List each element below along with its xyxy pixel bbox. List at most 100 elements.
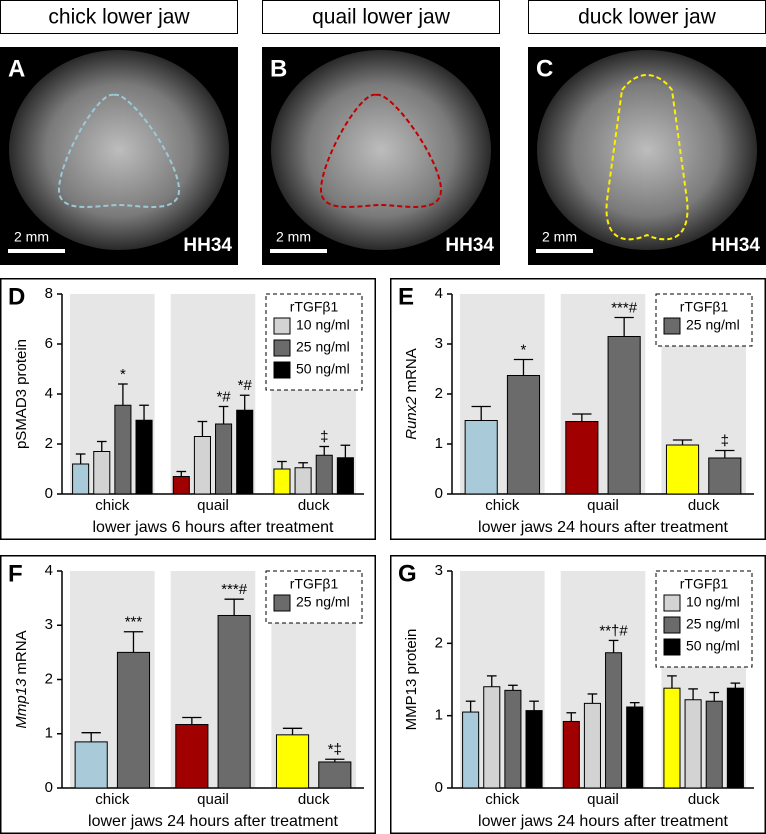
significance: *	[521, 341, 527, 358]
header: chick lower jaw	[48, 6, 190, 29]
y-tick-label: 1	[435, 707, 443, 724]
legend-label: 10 ng/ml	[686, 594, 740, 610]
y-tick-label: 0	[45, 779, 53, 796]
legend-label: 25 ng/ml	[296, 339, 350, 355]
bar	[215, 423, 233, 495]
outline	[57, 93, 181, 208]
legend-swatch	[663, 616, 681, 634]
bar	[726, 687, 744, 789]
scale-text: 2 mm	[542, 229, 577, 245]
y-tick-label: 1	[435, 435, 443, 452]
y-tick-label: 0	[435, 779, 443, 796]
x-tick-label: chick	[485, 791, 520, 808]
legend-title: rTGFβ1	[290, 576, 339, 592]
bar	[506, 375, 541, 495]
significance: ‡	[320, 428, 328, 445]
header: duck lower jaw	[578, 6, 717, 29]
bar	[275, 734, 310, 789]
legend-label: 25 ng/ml	[686, 616, 740, 632]
stage: HH34	[445, 235, 494, 256]
x-tick-label: duck	[688, 497, 720, 514]
significance: ***	[125, 614, 143, 631]
legend-label: 50 ng/ml	[296, 361, 350, 377]
bar	[663, 687, 681, 789]
y-tick-label: 2	[435, 385, 443, 402]
y-axis-label: pSMAD3 protein	[13, 339, 30, 449]
bar	[193, 436, 211, 495]
x-tick-label: quail	[197, 791, 229, 808]
y-tick-label: 3	[435, 335, 443, 352]
outline	[319, 93, 443, 208]
panel-letter: D	[8, 283, 25, 310]
y-tick-label: 2	[45, 435, 53, 452]
legend-swatch	[663, 638, 681, 656]
photo-specimen	[271, 50, 491, 250]
bar	[504, 689, 522, 789]
bar	[705, 700, 723, 789]
legend-swatch	[273, 594, 291, 612]
legend-label: 10 ng/ml	[296, 317, 350, 333]
legend-label: 25 ng/ml	[296, 594, 350, 610]
bar	[135, 419, 153, 495]
panel-letter: A	[8, 55, 25, 82]
y-axis-label-gene: Mmp13	[13, 678, 30, 729]
y-tick-label: 3	[45, 616, 53, 633]
y-tick-label: 1	[45, 725, 53, 742]
bar	[684, 699, 702, 789]
bar	[665, 444, 700, 495]
x-tick-label: duck	[688, 791, 720, 808]
panel-letter: B	[270, 55, 287, 82]
y-axis-label-unit: mRNA	[403, 348, 420, 392]
bar	[217, 614, 251, 789]
bar	[273, 468, 291, 495]
bar	[605, 652, 623, 789]
x-tick-label: chick	[95, 791, 130, 808]
scale-text: 2 mm	[14, 229, 49, 245]
significance: *#	[216, 388, 231, 405]
bar	[525, 710, 543, 789]
bar	[93, 451, 111, 495]
bar	[708, 457, 742, 495]
x-axis-label: lower jaws 24 hours after treatment	[88, 813, 338, 830]
x-tick-label: duck	[298, 497, 330, 514]
y-tick-label: 2	[435, 634, 443, 651]
bar	[114, 404, 132, 495]
bar	[583, 702, 601, 789]
x-tick-label: quail	[587, 791, 619, 808]
y-axis-label: Mmp13 mRNA	[13, 630, 30, 728]
bar	[172, 476, 190, 495]
bar	[236, 409, 254, 495]
bar	[74, 741, 108, 789]
y-tick-label: 2	[45, 670, 53, 687]
bar	[315, 454, 333, 495]
significance: *	[120, 366, 126, 383]
significance: ***#	[611, 299, 638, 316]
stage: HH34	[183, 235, 232, 256]
x-tick-label: chick	[95, 497, 130, 514]
legend-title: rTGFβ1	[680, 299, 729, 315]
y-tick-label: 3	[435, 562, 443, 579]
significance: ***#	[221, 581, 248, 598]
y-axis-label-gene: Runx2	[403, 396, 420, 440]
scale-text: 2 mm	[276, 229, 311, 245]
legend-swatch	[273, 339, 291, 357]
panel-letter: C	[536, 55, 553, 82]
stage: HH34	[711, 235, 760, 256]
bar	[626, 706, 644, 789]
bar	[116, 651, 151, 789]
panel-letter: E	[398, 283, 414, 310]
bar	[565, 421, 599, 495]
panel-letter: F	[8, 560, 23, 587]
header: quail lower jaw	[312, 6, 451, 29]
significance: *#	[238, 377, 253, 394]
x-tick-label: chick	[485, 497, 520, 514]
bar	[336, 457, 354, 495]
x-tick-label: duck	[298, 791, 330, 808]
legend-swatch	[273, 361, 291, 379]
panel-letter: G	[398, 560, 417, 587]
bar	[318, 761, 352, 789]
bar	[562, 720, 580, 789]
header-box	[528, 0, 766, 34]
y-tick-label: 6	[45, 335, 53, 352]
x-tick-label: quail	[197, 497, 229, 514]
